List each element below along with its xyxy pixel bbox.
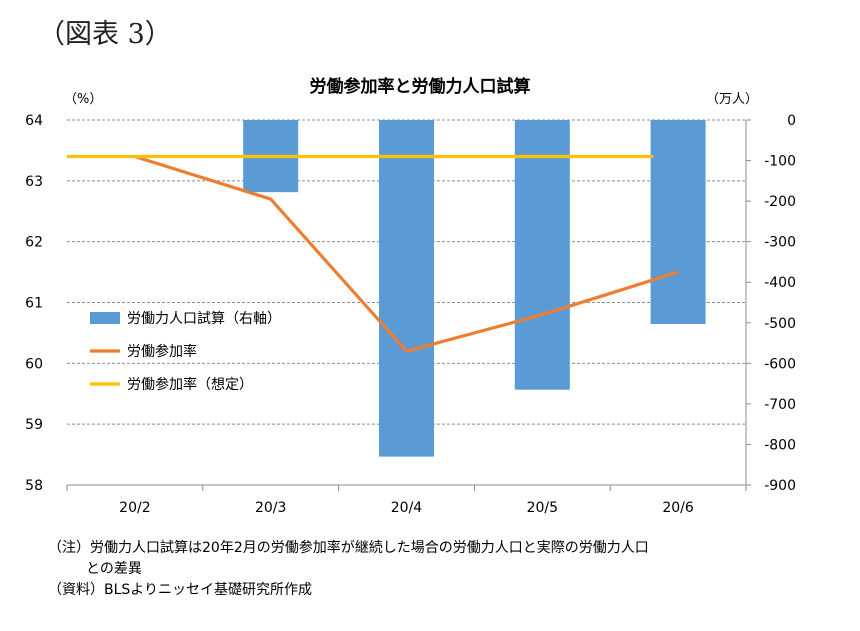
y-left-tick-label: 64: [25, 113, 43, 129]
x-tick-label: 20/3: [255, 500, 286, 516]
y-right-tick-label: -300: [764, 235, 796, 251]
y-right-tick-label: -700: [764, 397, 796, 413]
bar: [514, 120, 570, 390]
y-right-tick-label: -600: [764, 356, 796, 372]
y-right-tick-label: -100: [764, 154, 796, 170]
y-right-tick-label: -800: [764, 437, 796, 453]
legend-swatch: [90, 312, 120, 324]
y-left-tick-label: 59: [25, 417, 43, 433]
axes: 64 63 62 61 60 59 58 0 -100 -200 -300 -400 -500 -600 -…: [25, 113, 796, 516]
y-left-tick-label: 58: [25, 478, 43, 494]
note-line-1: （注）労働力人口試算は20年2月の労働参加率が継続した場合の労働力人口と実際の労…: [48, 540, 649, 556]
y-left-unit: （%）: [64, 92, 102, 107]
series-line: [134, 154, 679, 353]
x-tick-label: 20/5: [527, 500, 558, 516]
x-tick-label: 20/2: [119, 500, 150, 516]
y-right-tick-label: 0: [787, 113, 796, 129]
line-series: [66, 154, 679, 353]
legend-label: 労働力人口試算（右軸）: [127, 311, 281, 327]
legend-label: 労働参加率: [127, 343, 197, 360]
bar: [379, 120, 434, 457]
bar-series: [243, 120, 706, 457]
y-left-tick-label: 63: [25, 174, 43, 190]
y-left-tick-label: 60: [25, 356, 43, 372]
note-line-2: との差異: [86, 561, 142, 577]
chart-title: 労働参加率と労働力人口試算: [310, 76, 531, 97]
legend-label: 労働参加率（想定）: [127, 376, 253, 393]
bar: [650, 120, 706, 324]
y-right-tick-label: -500: [764, 316, 796, 332]
y-left-tick-label: 62: [25, 235, 43, 251]
y-left-tick-label: 61: [25, 296, 43, 312]
source-line: （資料）BLSよりニッセイ基礎研究所作成: [48, 582, 313, 598]
notes: （注）労働力人口試算は20年2月の労働参加率が継続した場合の労働力人口と実際の労…: [48, 538, 649, 601]
figure-label: （図表 3）: [38, 19, 172, 50]
x-tick-label: 20/6: [662, 500, 694, 516]
y-right-tick-label: -200: [764, 194, 796, 210]
y-right-tick-label: -900: [764, 478, 796, 494]
y-right-tick-label: -400: [764, 275, 796, 291]
grid-lines: [67, 119, 746, 425]
y-right-unit: （万人）: [706, 92, 758, 107]
chart: 労働参加率と労働力人口試算 （%） （万人） 64 63 62 61 60 59 58 0 -1…: [25, 76, 796, 516]
x-tick-label: 20/4: [391, 500, 423, 516]
